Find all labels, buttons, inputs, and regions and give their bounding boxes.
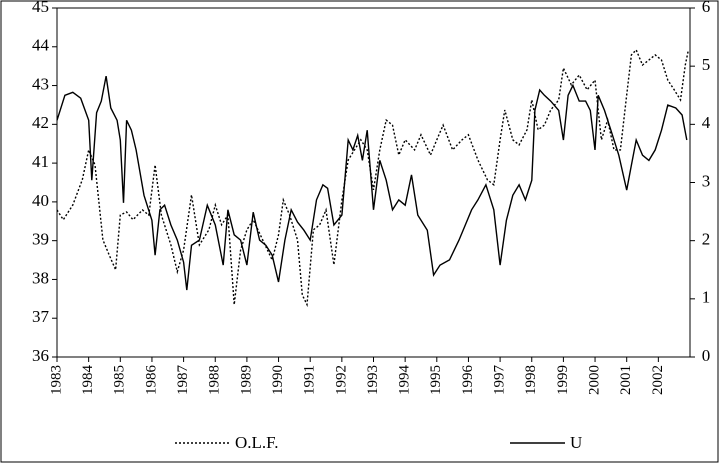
y2-tick-label: 2 — [702, 230, 711, 249]
x-tick-label: 1992 — [333, 365, 349, 395]
y2-tick-label: 4 — [702, 113, 711, 132]
y2-tick-label: 1 — [702, 288, 711, 307]
x-tick-label: 1994 — [397, 365, 413, 396]
y-tick-label: 39 — [32, 230, 49, 249]
x-tick-label: 1996 — [460, 365, 476, 396]
x-tick-label: 1990 — [270, 365, 286, 395]
y2-tick-label: 6 — [702, 0, 711, 16]
x-tick-label: 2000 — [586, 365, 602, 395]
y-tick-label: 42 — [32, 113, 49, 132]
x-tick-label: 1999 — [555, 365, 571, 395]
x-tick-label: 1988 — [207, 365, 223, 395]
x-tick-label: 1987 — [175, 365, 191, 396]
x-tick-label: 1998 — [523, 365, 539, 395]
y-tick-label: 44 — [32, 36, 50, 55]
x-tick-label: 1995 — [428, 365, 444, 395]
y-tick-label: 37 — [32, 307, 50, 326]
y-tick-label: 40 — [32, 191, 49, 210]
x-tick-label: 1984 — [80, 365, 96, 396]
x-tick-label: 1985 — [112, 365, 128, 395]
y-tick-label: 43 — [32, 74, 49, 93]
x-tick-label: 1997 — [492, 364, 508, 395]
y-tick-label: 45 — [32, 0, 49, 16]
x-tick-label: 1983 — [48, 365, 64, 395]
legend-label: U — [570, 433, 582, 452]
x-tick-label: 1986 — [143, 365, 159, 396]
x-tick-label: 2002 — [650, 365, 666, 395]
y-tick-label: 38 — [32, 268, 49, 287]
y-tick-label: 36 — [32, 346, 49, 365]
data-line — [56, 75, 688, 291]
y2-tick-label: 3 — [702, 171, 711, 190]
x-tick-label: 1993 — [365, 365, 381, 395]
x-tick-label: 2001 — [618, 365, 634, 395]
y2-tick-label: 0 — [702, 346, 711, 365]
x-tick-label: 1989 — [238, 365, 254, 395]
y-tick-label: 41 — [32, 152, 49, 171]
legend-label: O.L.F. — [235, 433, 279, 452]
y2-tick-label: 5 — [702, 55, 711, 74]
data-line — [56, 48, 690, 308]
x-tick-label: 1991 — [302, 365, 318, 395]
plot-frame — [56, 7, 691, 358]
